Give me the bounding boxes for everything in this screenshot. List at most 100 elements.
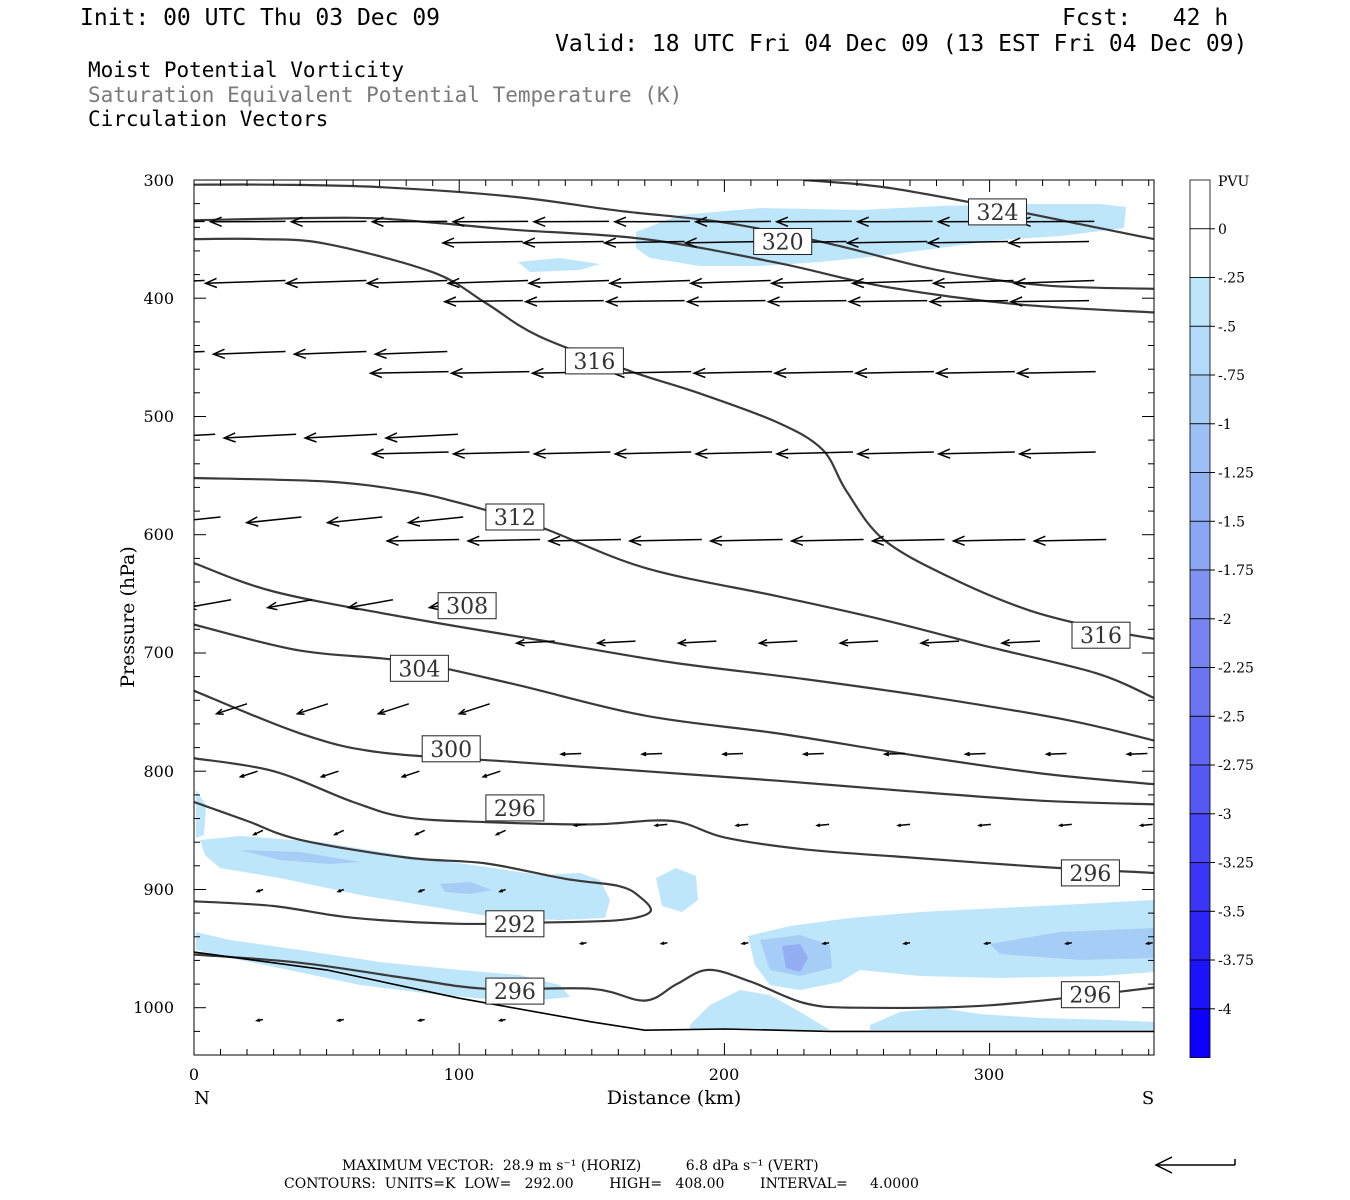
circulation-vector bbox=[609, 279, 690, 285]
circulation-vector-head bbox=[693, 216, 708, 227]
circulation-vector-head bbox=[440, 237, 455, 248]
colorbar-title: PVU bbox=[1218, 174, 1250, 190]
colorbar-label: -.5 bbox=[1218, 319, 1236, 335]
contour-label-text: 292 bbox=[494, 913, 536, 938]
circulation-vector bbox=[370, 370, 449, 374]
circulation-vector-head bbox=[203, 277, 218, 289]
circulation-vector bbox=[1059, 823, 1072, 827]
circulation-vector bbox=[1014, 279, 1095, 285]
contour-label-text: 304 bbox=[398, 657, 440, 682]
contour-label: 316 bbox=[1071, 621, 1131, 649]
contour-label: 316 bbox=[564, 347, 624, 375]
x-tick-label: 300 bbox=[974, 1065, 1005, 1084]
circulation-vector-head bbox=[530, 367, 544, 379]
colorbar-swatch bbox=[1189, 374, 1211, 425]
circulation-vector-head bbox=[640, 751, 647, 757]
circulation-vector-head bbox=[289, 216, 303, 227]
theta-e-contour-296 bbox=[194, 800, 652, 926]
circulation-vector-head bbox=[416, 1018, 422, 1022]
y-axis-tick-labels: 300 400 500 600 700 800 900 1000 bbox=[133, 171, 174, 1017]
contour-label-text: 296 bbox=[1069, 862, 1111, 887]
circulation-vector bbox=[965, 752, 986, 755]
circulation-vector-head bbox=[659, 941, 665, 946]
circulation-vector-head bbox=[774, 216, 789, 227]
contour-label-text: 296 bbox=[494, 980, 536, 1005]
circulation-vector-head bbox=[346, 601, 359, 611]
colorbar-swatch bbox=[1189, 325, 1211, 376]
circulation-vector bbox=[884, 752, 905, 755]
contour-label: 300 bbox=[421, 735, 481, 763]
circulation-vector-head bbox=[1032, 535, 1046, 547]
circulation-vector-head bbox=[303, 432, 317, 443]
colorbar-swatch bbox=[1189, 277, 1211, 327]
y-tick-label: 700 bbox=[143, 643, 174, 662]
circulation-vector bbox=[872, 538, 945, 542]
axis-ticks bbox=[193, 179, 1154, 1056]
colorbar-swatch bbox=[1189, 910, 1211, 961]
circulation-vector-head bbox=[335, 1018, 342, 1022]
circulation-vector-head bbox=[254, 1018, 261, 1022]
circulation-vector bbox=[561, 752, 582, 755]
circulation-vector-head bbox=[332, 831, 338, 836]
circulation-vector bbox=[642, 752, 663, 755]
circulation-vector bbox=[768, 299, 847, 303]
init-time: Init: 00 UTC Thu 03 Dec 09 bbox=[80, 5, 441, 31]
circulation-vector-head bbox=[602, 237, 617, 248]
circulation-vector-head bbox=[255, 888, 261, 893]
circulation-vector bbox=[574, 823, 587, 827]
contour-label-text: 296 bbox=[494, 797, 536, 822]
theta-e-contour-300 bbox=[194, 689, 1154, 806]
circulation-vector-head bbox=[527, 277, 541, 289]
contour-label-text: 308 bbox=[446, 595, 488, 620]
circulation-vector-head bbox=[850, 277, 865, 289]
valid-time: Valid: 18 UTC Fri 04 Dec 09 (13 EST Fri … bbox=[555, 31, 1248, 57]
circulation-vector-head bbox=[688, 277, 703, 289]
pv-shade-mid-right2 bbox=[990, 928, 1154, 960]
circulation-vector bbox=[817, 823, 830, 827]
circulation-vector-head bbox=[1125, 751, 1132, 757]
circulation-vector bbox=[194, 279, 205, 282]
circulation-vector bbox=[327, 516, 383, 524]
circulation-vector bbox=[921, 640, 960, 644]
circulation-vector-head bbox=[449, 367, 463, 379]
circulation-vector bbox=[523, 240, 604, 244]
theta-e-contour-312 bbox=[194, 476, 1154, 699]
circulation-vector bbox=[240, 770, 258, 778]
circulation-vector bbox=[791, 538, 864, 542]
contour-label: 304 bbox=[389, 654, 449, 682]
circulation-vector bbox=[1127, 752, 1148, 755]
circulation-vector-head bbox=[292, 348, 307, 360]
circulation-vector-head bbox=[838, 638, 849, 647]
circulation-vector bbox=[459, 703, 490, 715]
colorbar-label: 0 bbox=[1218, 222, 1227, 238]
y-tick-label: 500 bbox=[143, 407, 174, 426]
x-tick-label: 0 bbox=[189, 1065, 199, 1084]
circulation-vector-head bbox=[325, 516, 340, 527]
pv-colorbar bbox=[1189, 179, 1211, 1058]
colorbar-swatch bbox=[1189, 618, 1211, 668]
y-tick-label: 800 bbox=[143, 762, 174, 781]
circulation-vector-head bbox=[252, 831, 257, 836]
circulation-vector-head bbox=[446, 277, 460, 289]
circulation-vector bbox=[847, 240, 928, 244]
circulation-vector-head bbox=[572, 823, 578, 828]
circulation-vector-head bbox=[125, 278, 136, 287]
circulation-vector bbox=[372, 451, 449, 455]
circulation-vector-head bbox=[451, 448, 466, 459]
reference-vector-arrow bbox=[1154, 1156, 1236, 1174]
circulation-vector bbox=[928, 240, 1009, 244]
colorbar-label: -1.25 bbox=[1218, 466, 1254, 482]
pv-shade-dark-core bbox=[782, 944, 808, 972]
contour-label-text: 312 bbox=[494, 506, 536, 531]
circulation-vector-head bbox=[451, 216, 465, 227]
circulation-vector-head bbox=[494, 831, 500, 836]
colorbar-label: -.25 bbox=[1218, 271, 1245, 287]
circulation-vector-head bbox=[896, 823, 902, 828]
contour-label: 296 bbox=[1060, 981, 1120, 1009]
circulation-vector bbox=[468, 538, 541, 542]
circulation-vector-head bbox=[740, 941, 746, 946]
circulation-vector-head bbox=[1000, 638, 1011, 647]
circulation-vector-head bbox=[882, 751, 890, 757]
circulation-vector bbox=[774, 370, 854, 374]
pv-shading bbox=[196, 204, 1154, 1030]
